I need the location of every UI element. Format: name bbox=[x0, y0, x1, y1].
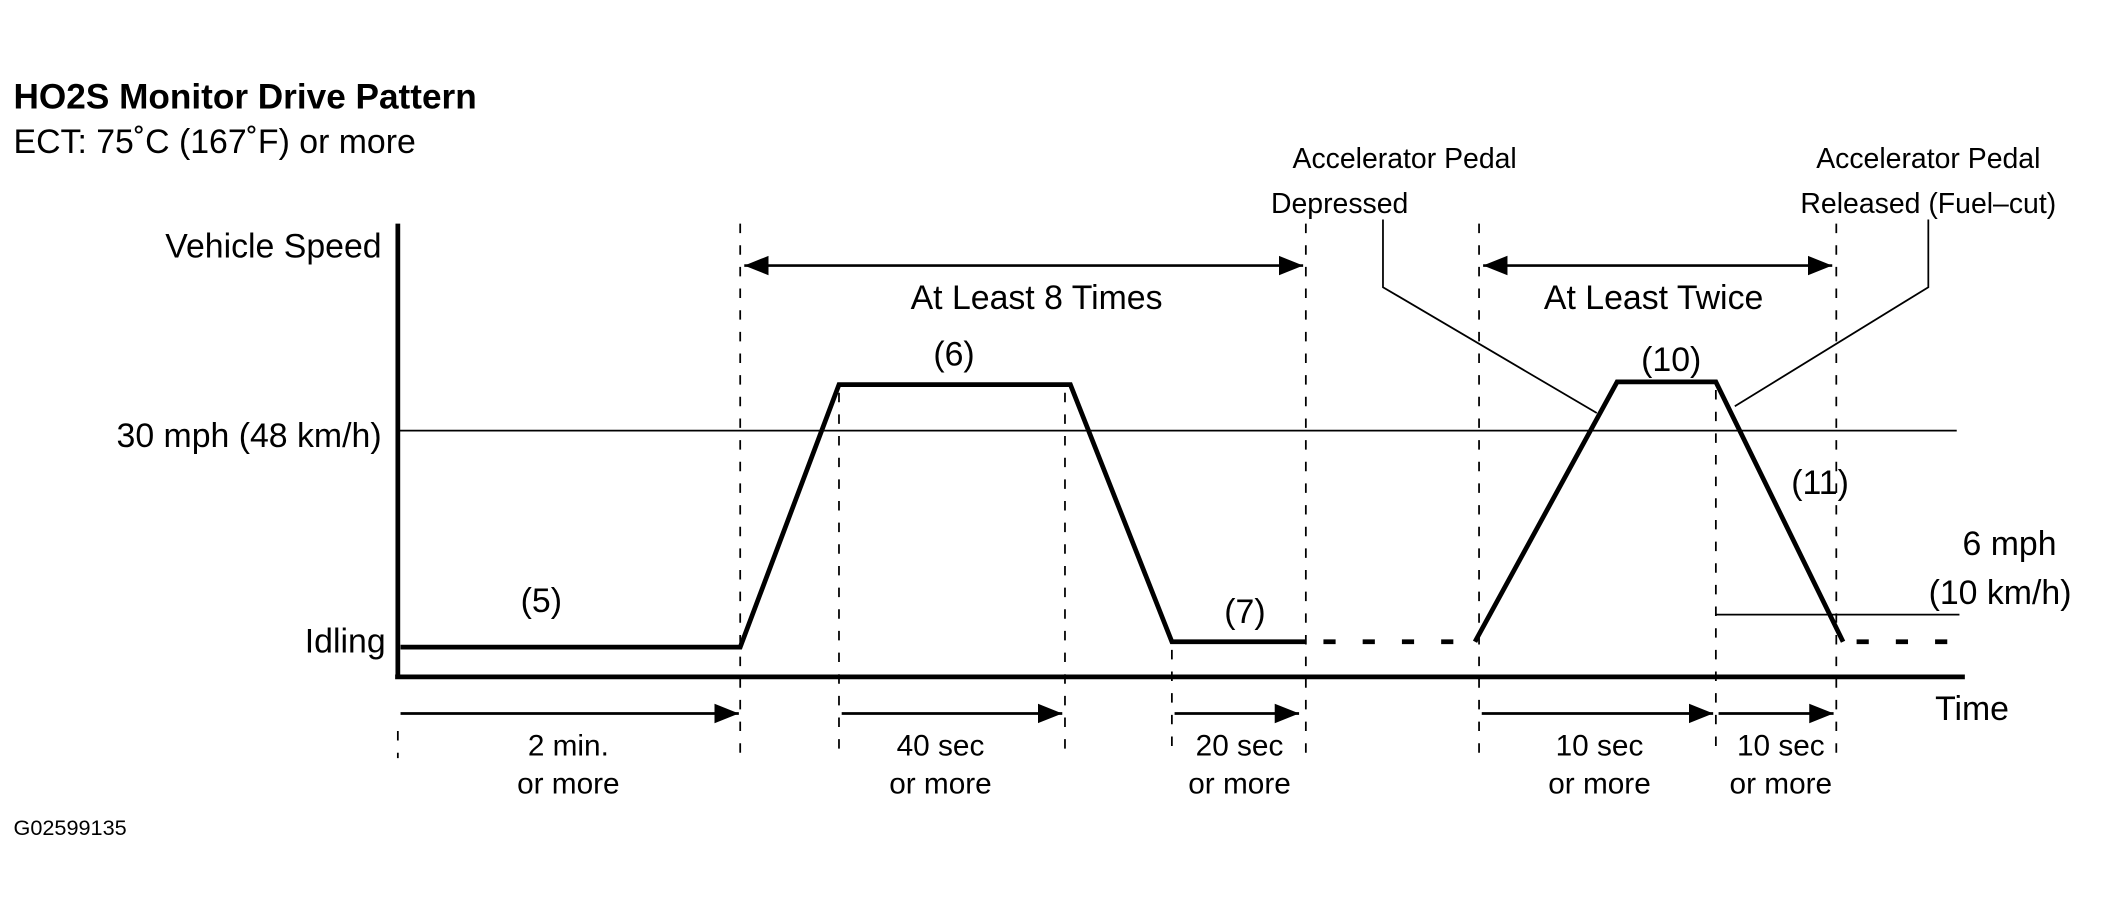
annotations: Accelerator Pedal Depressed Accelerator … bbox=[1271, 143, 2056, 414]
duration-label: or more bbox=[1548, 767, 1651, 800]
title: HO2S Monitor Drive Pattern bbox=[14, 78, 477, 117]
duration-label: or more bbox=[517, 767, 620, 800]
subtitle: ECT: 75˚C (167˚F) or more bbox=[14, 123, 416, 161]
threshold-label: (10 km/h) bbox=[1929, 574, 2072, 612]
annotation-text: Accelerator Pedal bbox=[1293, 143, 1517, 175]
annotation-text: Released (Fuel–cut) bbox=[1800, 188, 2056, 220]
duration-label: 40 sec bbox=[897, 729, 985, 762]
x-title: Time bbox=[1935, 690, 2009, 728]
figure-id: G02599135 bbox=[14, 815, 127, 840]
step-label: (10) bbox=[1641, 341, 1701, 379]
duration-label: 10 sec bbox=[1737, 729, 1825, 762]
duration-label: 2 min. bbox=[528, 729, 609, 762]
dashed-guides bbox=[396, 223, 1838, 759]
duration-label: or more bbox=[889, 767, 992, 800]
axes bbox=[395, 223, 1965, 680]
speed-level: 30 mph (48 km/h) bbox=[117, 417, 382, 455]
annotation-text: Accelerator Pedal bbox=[1816, 143, 2040, 175]
duration-label: or more bbox=[1188, 767, 1291, 800]
threshold-label: 6 mph bbox=[1962, 525, 2056, 563]
duration-label: 20 sec bbox=[1196, 729, 1284, 762]
repeat-label: At Least Twice bbox=[1544, 279, 1763, 317]
duration-labels: 2 min. or more 40 sec or more 20 sec or more 1… bbox=[517, 729, 1832, 800]
repeat-label: At Least 8 Times bbox=[911, 279, 1163, 317]
step-label: (5) bbox=[521, 582, 562, 620]
duration-label: 10 sec bbox=[1556, 729, 1644, 762]
step-label: (7) bbox=[1224, 593, 1265, 631]
y-title: Vehicle Speed bbox=[165, 227, 381, 265]
annotation-text: Depressed bbox=[1271, 188, 1408, 220]
speed-profile bbox=[400, 379, 1963, 650]
idle-level: Idling bbox=[305, 623, 386, 661]
step-label: (6) bbox=[933, 336, 974, 374]
step-label: (11) bbox=[1791, 464, 1849, 502]
duration-label: or more bbox=[1730, 767, 1833, 800]
